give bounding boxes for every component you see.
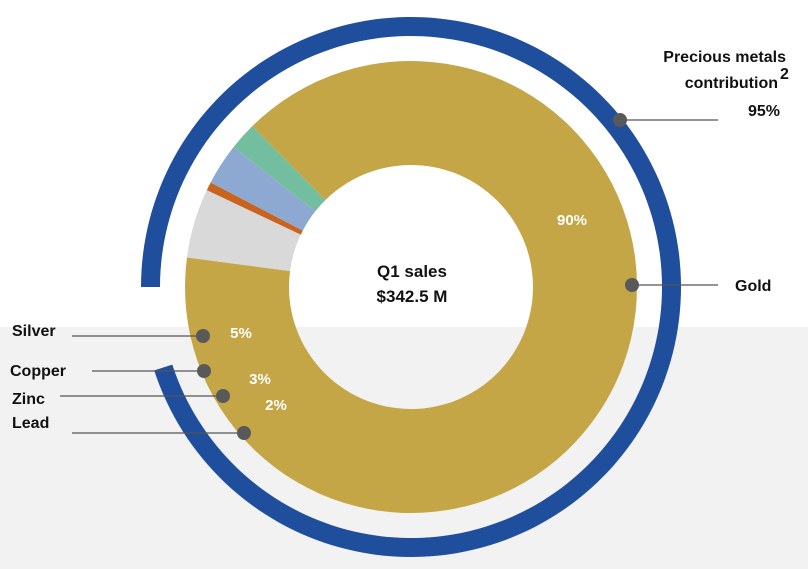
slices-layer — [184, 61, 638, 513]
label-silver: Silver — [12, 323, 56, 340]
percent-label-gold: 90% — [557, 212, 587, 229]
dot-gold — [625, 278, 639, 292]
dot-precious — [613, 113, 627, 127]
percent-label-silver: 5% — [230, 325, 252, 342]
percent-label-lead: 2% — [265, 397, 287, 414]
label-gold: Gold — [735, 278, 771, 295]
slice-gold — [184, 61, 638, 513]
slice-copper — [206, 182, 303, 235]
leader-dots — [196, 113, 639, 440]
slice-silver — [186, 190, 301, 272]
leader-lines — [60, 119, 718, 434]
dot-silver — [196, 329, 210, 343]
label-precious-superscript: 2 — [780, 66, 789, 83]
label-precious-value: 95% — [748, 103, 780, 120]
percent-label-zinc: 3% — [249, 371, 271, 388]
dot-copper — [197, 364, 211, 378]
label-zinc: Zinc — [12, 391, 45, 408]
label-precious-line1: Precious metals — [663, 49, 786, 66]
slice-zinc — [210, 147, 316, 231]
center-label-line2: $342.5 M — [377, 287, 448, 306]
label-lead: Lead — [12, 415, 49, 432]
center-label-line1: Q1 sales — [377, 262, 447, 281]
dot-zinc — [216, 389, 230, 403]
percent-labels-layer: 90% 5% 3% 2% — [230, 212, 587, 414]
label-copper: Copper — [10, 363, 66, 380]
label-precious-line2: contribution — [685, 75, 778, 92]
dot-lead — [237, 426, 251, 440]
slice-lead — [233, 125, 326, 212]
